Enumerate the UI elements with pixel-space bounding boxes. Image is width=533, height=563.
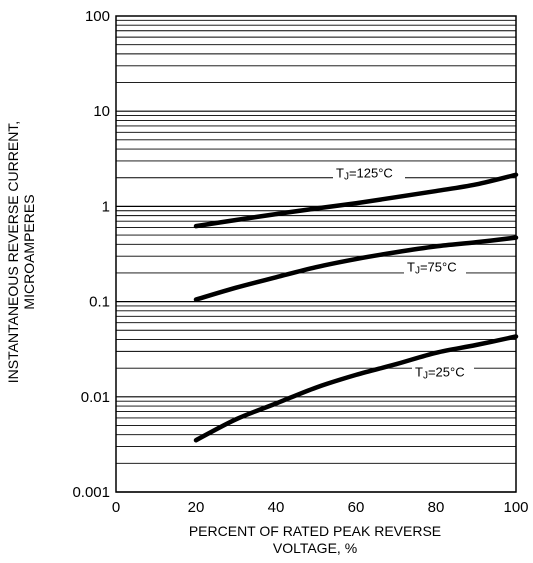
x-tick-label: 60 bbox=[348, 499, 365, 516]
series-label-2: TJ=75°C bbox=[407, 260, 457, 277]
plot-frame-rect bbox=[115, 15, 517, 493]
axis-titles: PERCENT OF RATED PEAK REVERSE VOLTAGE, %… bbox=[5, 121, 441, 556]
series-line-1 bbox=[193, 172, 519, 229]
y-axis-title-line-1: INSTANTANEOUS REVERSE CURRENT, bbox=[5, 121, 21, 383]
x-tick-label: 40 bbox=[268, 499, 285, 516]
y-tick-label: 0.1 bbox=[89, 294, 110, 311]
x-tick-label: 100 bbox=[503, 499, 528, 516]
series-lines bbox=[193, 172, 519, 443]
series-line-3 bbox=[193, 334, 519, 443]
series-label-bg-2 bbox=[404, 259, 466, 275]
plot-frame bbox=[115, 15, 517, 493]
tick-labels: 0.001 0.01 0.1 1 10 100 0 20 40 60 80 100 bbox=[72, 8, 528, 516]
series-label-3: TJ=25°C bbox=[415, 365, 465, 382]
y-tick-label: 1 bbox=[102, 198, 110, 215]
y-tick-label: 0.01 bbox=[81, 389, 110, 406]
y-tick-label: 10 bbox=[93, 103, 110, 120]
y-tick-label: 0.001 bbox=[72, 484, 110, 501]
series-label-1: TJ=125°C bbox=[336, 166, 393, 183]
x-axis-title-line-1: PERCENT OF RATED PEAK REVERSE bbox=[189, 523, 441, 539]
x-tick-label: 20 bbox=[188, 499, 205, 516]
y-tick-label: 100 bbox=[85, 8, 110, 25]
grid bbox=[116, 19, 516, 493]
series-label-bg-3 bbox=[412, 364, 474, 380]
x-tick-label: 80 bbox=[428, 499, 445, 516]
series-label-bg-1 bbox=[333, 165, 405, 181]
series-line-2 bbox=[193, 235, 519, 302]
y-axis-title-line-2: MICROAMPERES bbox=[21, 194, 37, 309]
x-axis-title-line-2: VOLTAGE, % bbox=[273, 540, 357, 556]
x-tick-label: 0 bbox=[112, 499, 120, 516]
series-labels: TJ=125°C TJ=75°C TJ=25°C bbox=[333, 165, 474, 382]
